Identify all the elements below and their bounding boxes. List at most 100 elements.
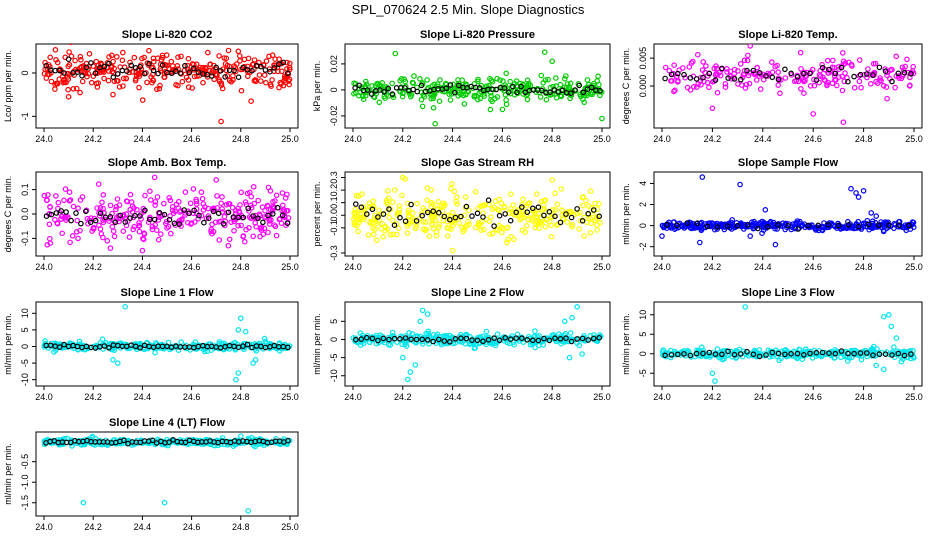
data-point (835, 64, 842, 70)
data-point (698, 227, 705, 234)
reference-point (838, 64, 845, 71)
y-tick-label: -1.5 (20, 495, 30, 511)
reference-point (284, 70, 291, 77)
x-tick-label: 24.8 (232, 262, 250, 272)
y-tick-label: 10 (638, 310, 648, 320)
reference-point (807, 350, 813, 357)
data-point (873, 78, 879, 85)
data-point (232, 207, 239, 214)
data-point (238, 189, 245, 196)
panel-title: Slope Amb. Box Temp. (108, 157, 227, 169)
data-point (475, 76, 481, 83)
data-point (286, 60, 293, 67)
data-point (550, 83, 556, 90)
x-tick-label: 24.0 (344, 134, 362, 144)
reference-point (402, 218, 409, 225)
outlier-point (860, 188, 867, 194)
outlier-point (238, 433, 244, 440)
outlier-point (762, 207, 769, 213)
reference-point (352, 201, 359, 207)
x-tick-label: 24.4 (134, 522, 152, 532)
reference-point (714, 224, 721, 230)
outlier-point (574, 303, 580, 310)
outlier-point (659, 233, 665, 239)
y-tick-label: 0.005 (638, 47, 648, 70)
x-tick-label: 24.4 (444, 134, 462, 144)
reference-point (585, 337, 592, 343)
data-point (829, 57, 836, 64)
x-tick-label: 24.6 (494, 392, 512, 402)
x-tick-label: 24.6 (804, 392, 822, 402)
data-point (218, 82, 225, 88)
data-point (198, 189, 205, 196)
data-point (459, 77, 466, 84)
data-point (558, 93, 564, 100)
data-point (352, 206, 359, 213)
x-tick-label: 25.0 (593, 392, 611, 402)
outlier-point (873, 213, 880, 219)
data-point (435, 198, 442, 205)
data-point (738, 82, 745, 88)
data-point (422, 219, 429, 225)
data-point (437, 77, 443, 83)
data-point (185, 55, 192, 62)
data-point (563, 73, 569, 79)
data-point (96, 213, 103, 219)
data-point (116, 84, 123, 90)
data-point (54, 81, 61, 87)
reference-point (424, 336, 431, 343)
data-point (279, 202, 286, 209)
data-point (272, 223, 279, 230)
data-point (669, 78, 675, 84)
data-point (136, 228, 143, 235)
reference-point (151, 216, 158, 223)
data-point (430, 226, 437, 232)
data-point (108, 64, 115, 71)
data-point (264, 344, 271, 351)
data-point (92, 435, 99, 442)
reference-point (159, 62, 166, 68)
outlier-point (407, 369, 414, 375)
reference-point (156, 209, 163, 216)
data-point (128, 199, 135, 205)
data-point (436, 333, 443, 340)
data-point (801, 90, 807, 97)
data-point (481, 93, 488, 99)
y-tick-label: 5 (329, 319, 339, 324)
panel-10: Slope Line 4 (LT) Flow ml/min per min. 24.… (3, 417, 299, 532)
data-point (65, 86, 71, 93)
reference-point (908, 351, 914, 357)
reference-point (590, 207, 597, 213)
x-tick-label: 24.0 (653, 262, 671, 272)
outlier-point (549, 58, 556, 65)
x-tick-label: 24.8 (232, 392, 250, 402)
x-tick-label: 24.6 (494, 262, 512, 272)
outlier-point (810, 111, 817, 117)
reference-point (249, 67, 255, 74)
data-point (282, 195, 289, 201)
panel-1: Slope Li-820 CO2 Lco/ ppm per min. 24.0 24.… (3, 29, 299, 144)
data-point (737, 61, 744, 67)
data-point (564, 81, 571, 87)
outlier-point (218, 118, 224, 125)
data-point (559, 207, 565, 214)
data-point (494, 331, 501, 337)
data-point (569, 336, 575, 342)
x-tick-label: 24.2 (84, 522, 102, 532)
reference-point (402, 85, 408, 91)
reference-point (397, 335, 403, 342)
data-point (525, 216, 532, 223)
x-tick-label: 24.4 (754, 134, 772, 144)
outlier-point (873, 362, 880, 369)
reference-point (110, 74, 117, 81)
reference-point (563, 335, 569, 342)
data-point (369, 83, 375, 89)
data-point (463, 91, 469, 98)
reference-point (463, 203, 470, 210)
data-point (223, 55, 230, 62)
data-point (198, 212, 205, 219)
data-point (247, 189, 253, 196)
reference-point (535, 337, 542, 344)
data-point (543, 216, 550, 222)
x-tick-label: 24.0 (344, 392, 362, 402)
